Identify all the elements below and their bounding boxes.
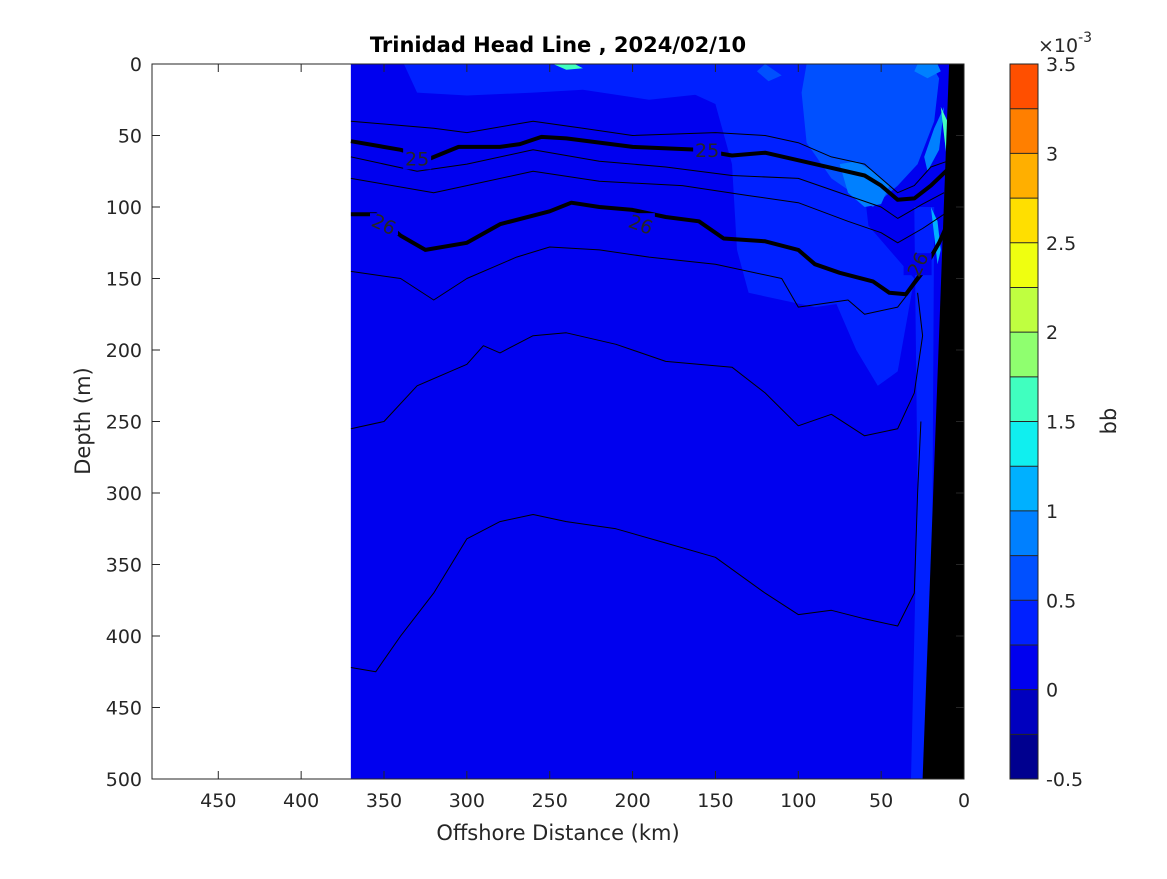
colorbar-segment-5: [1010, 510, 1038, 556]
field-region-4: [801, 64, 940, 207]
colorbar-segment-8: [1010, 376, 1038, 422]
colorbar-segment-9: [1010, 332, 1038, 377]
contour-line-5: [350, 246, 932, 315]
contour-line-4: [350, 200, 950, 297]
contour-line-3: [350, 170, 945, 244]
contour-label-bg-4-1: [626, 213, 655, 236]
x-tick-label: 250: [532, 790, 568, 812]
colorbar-segment-10: [1010, 287, 1038, 333]
x-tick-label: 150: [697, 790, 733, 812]
y-tick-label: 150: [106, 269, 142, 291]
x-tick-label: 200: [614, 790, 650, 812]
colorbar-segment-4: [1010, 555, 1038, 601]
colorbar-tick-label: 1: [1046, 501, 1058, 523]
x-tick-label: 300: [449, 790, 485, 812]
chart-title: Trinidad Head Line , 2024/02/10: [370, 33, 746, 57]
seafloor-bathymetry: [922, 64, 964, 779]
y-tick-label: 500: [106, 769, 142, 791]
colorbar-segment-12: [1010, 198, 1038, 243]
field-region-11: [553, 64, 583, 70]
colorbar-tick-label: 3: [1046, 143, 1058, 165]
contour-line-7: [350, 421, 922, 673]
contour-label-bg-4-0: [370, 213, 398, 236]
y-tick-label: 100: [106, 197, 142, 219]
y-tick-label: 250: [106, 412, 142, 434]
contour-line-6: [350, 292, 924, 437]
colorbar-exponent: ×10-3: [1038, 30, 1092, 57]
field-region-0: [350, 64, 732, 100]
colorbar-segment-2: [1010, 644, 1038, 690]
colorbar-segment-15: [1010, 64, 1038, 109]
colorbar-tick-label: 2: [1046, 322, 1058, 344]
x-tick-label: 100: [780, 790, 816, 812]
contour-label-bg-1-0: [403, 147, 432, 170]
x-axis-label: Offshore Distance (km): [436, 821, 679, 845]
colorbar-exponent-power: -3: [1078, 30, 1092, 46]
colorbar-segment-11: [1010, 242, 1038, 288]
field-region-5: [756, 64, 782, 82]
colorbar-tick-label: 0.5: [1046, 590, 1076, 612]
colorbar-tick-label: -0.5: [1046, 769, 1083, 791]
x-tick-label: 50: [869, 790, 893, 812]
colorbar-segment-14: [1010, 108, 1038, 154]
colorbar: -0.5 0 0.5 1 1.5 2 2.5 3 3.5: [1009, 54, 1083, 791]
y-tick-label: 350: [106, 555, 142, 577]
contour-label-1-0: 25: [405, 148, 429, 170]
y-tick-label: 0: [130, 54, 142, 76]
contour-label-bg-1-1: [693, 138, 722, 161]
colorbar-tick-label: 0: [1046, 680, 1058, 702]
colorbar-exponent-base: ×10: [1038, 35, 1078, 57]
colorbar-segment-6: [1010, 466, 1038, 511]
colorbar-segment-7: [1010, 421, 1038, 467]
colorbar-tick-label: 3.5: [1046, 54, 1076, 76]
y-tick-label: 200: [106, 340, 142, 362]
x-tick-label: 400: [283, 790, 319, 812]
contour-label-bg-4-2: [903, 253, 932, 276]
colorbar-segment-0: [1010, 734, 1038, 779]
field-region-7: [914, 64, 941, 79]
contour-line-0: [350, 120, 948, 194]
colorbar-segment-3: [1010, 600, 1038, 645]
y-axis-label: Depth (m): [71, 367, 95, 474]
field-region-2: [828, 221, 915, 386]
field-region-8: [924, 99, 948, 172]
x-tick-label: 0: [958, 790, 970, 812]
axes: 450 400 350 300 250 200 150 100 50 00501001502002…: [106, 54, 970, 812]
colorbar-tick-label: 2.5: [1046, 233, 1076, 255]
x-tick-label: 450: [200, 790, 236, 812]
colorbar-tick-label: 1.5: [1046, 412, 1076, 434]
y-tick-label: 400: [106, 626, 142, 648]
y-tick-label: 50: [118, 126, 142, 148]
colorbar-segment-1: [1010, 689, 1038, 735]
contour-line-2: [350, 149, 945, 219]
y-tick-label: 300: [106, 483, 142, 505]
contour-label-1-1: 25: [695, 140, 719, 162]
colorbar-label: bb: [1097, 408, 1121, 435]
x-tick-label: 350: [366, 790, 402, 812]
colorbar-segment-13: [1010, 153, 1038, 199]
y-tick-label: 450: [106, 698, 142, 720]
